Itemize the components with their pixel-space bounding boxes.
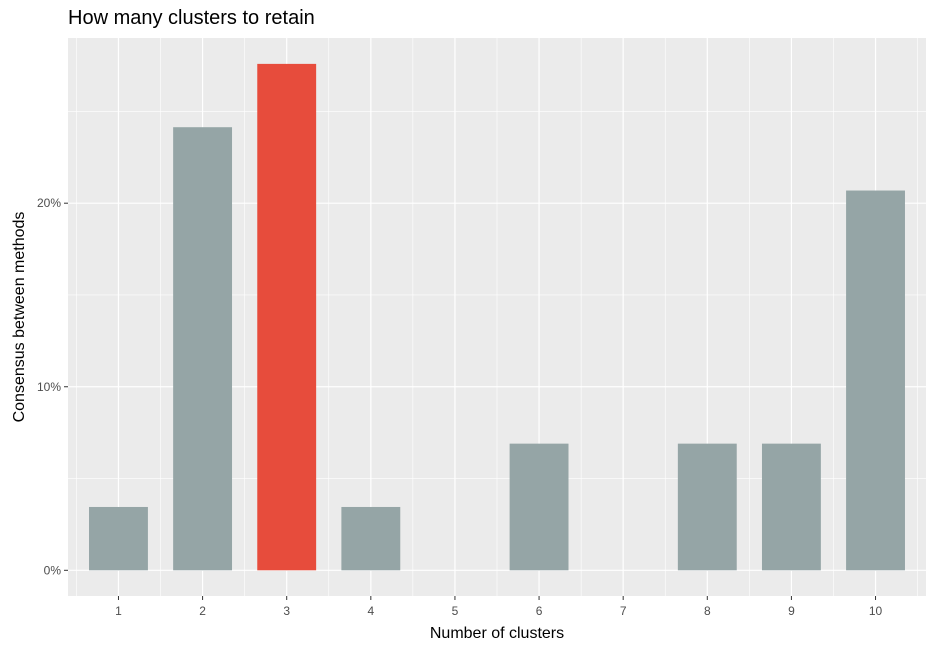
bar-2	[173, 127, 233, 571]
bar-9	[761, 443, 821, 571]
bars	[89, 63, 905, 571]
x-tick-label: 3	[283, 604, 290, 618]
x-tick-label: 6	[536, 604, 543, 618]
y-axis-title: Consensus between methods	[11, 212, 28, 423]
chart-title: How many clusters to retain	[68, 7, 315, 29]
y-tick-label: 10%	[37, 380, 61, 394]
bar-4	[341, 506, 401, 571]
bar-6	[509, 443, 569, 571]
x-axis: 1 2 3 4 5 6 7 8 9 10	[115, 596, 883, 618]
y-tick-label: 0%	[44, 563, 62, 577]
bar-8	[677, 443, 737, 571]
bar-3	[257, 63, 317, 571]
bar-10	[846, 190, 905, 571]
y-tick-label: 20%	[37, 196, 61, 210]
y-axis: 0% 10% 20%	[37, 196, 68, 577]
x-tick-label: 2	[199, 604, 206, 618]
x-tick-label: 4	[367, 604, 374, 618]
x-tick-label: 10	[869, 604, 883, 618]
x-tick-label: 7	[620, 604, 627, 618]
x-tick-label: 5	[452, 604, 459, 618]
x-tick-label: 9	[788, 604, 795, 618]
x-tick-label: 1	[115, 604, 122, 618]
x-tick-label: 8	[704, 604, 711, 618]
bar-1	[89, 506, 148, 571]
x-axis-title: Number of clusters	[430, 625, 564, 642]
